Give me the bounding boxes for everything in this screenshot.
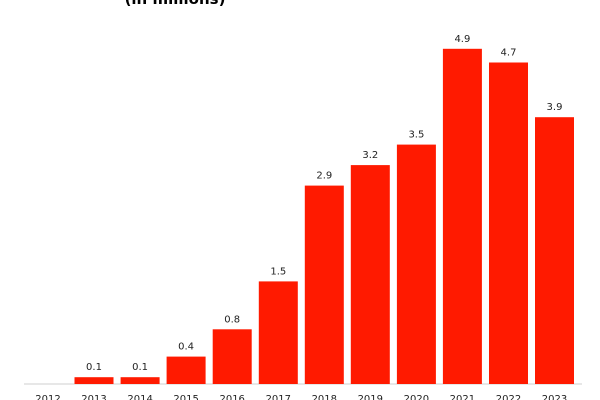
- x-tick-label-2013: 2013: [81, 394, 106, 400]
- bar-2022: [489, 62, 528, 384]
- x-tick-label-2015: 2015: [173, 394, 198, 400]
- x-tick-label-2014: 2014: [127, 394, 152, 400]
- value-label-2022: 4.7: [501, 48, 517, 59]
- value-label-2020: 3.5: [408, 130, 424, 141]
- value-label-2017: 1.5: [270, 266, 286, 277]
- x-tick-label-2017: 2017: [266, 394, 291, 400]
- bar-2013: [74, 377, 114, 384]
- value-label-2023: 3.9: [547, 102, 563, 113]
- bar-2016: [212, 329, 252, 384]
- chart-subtitle: (in millions): [0, 0, 350, 8]
- bar-2020: [396, 144, 436, 384]
- x-tick-label-2022: 2022: [496, 394, 521, 400]
- value-label-2019: 3.2: [362, 150, 378, 161]
- x-tick-label-2021: 2021: [450, 394, 475, 400]
- x-tick-label-2023: 2023: [542, 394, 567, 400]
- x-tick-label-2018: 2018: [312, 394, 337, 400]
- value-label-2018: 2.9: [316, 171, 332, 182]
- value-labels-group: 0.1 0.1 0.4 0.8 1.5 2.9 3.2 3.5 4.9 4.7 3.9: [86, 34, 562, 373]
- value-label-2016: 0.8: [224, 314, 240, 325]
- bar-2018: [304, 185, 344, 384]
- x-tick-label-2019: 2019: [358, 394, 383, 400]
- bar-2023: [535, 117, 574, 384]
- x-tick-labels-group: 2012 2013 2014 2015 2016 2017 2018 2019 2020 2021…: [35, 394, 567, 400]
- x-tick-label-2012: 2012: [35, 394, 60, 400]
- bar-2015: [166, 356, 206, 384]
- bars-group: [74, 48, 574, 385]
- x-tick-label-2020: 2020: [404, 394, 429, 400]
- bar-2014: [120, 377, 160, 384]
- bar-2019: [350, 165, 390, 384]
- bar-2017: [258, 281, 298, 384]
- value-label-2021: 4.9: [454, 34, 470, 45]
- value-label-2015: 0.4: [178, 342, 194, 353]
- value-label-2014: 0.1: [132, 362, 148, 373]
- x-tick-label-2016: 2016: [219, 394, 244, 400]
- value-label-2013: 0.1: [86, 362, 102, 373]
- bar-2021: [442, 48, 482, 385]
